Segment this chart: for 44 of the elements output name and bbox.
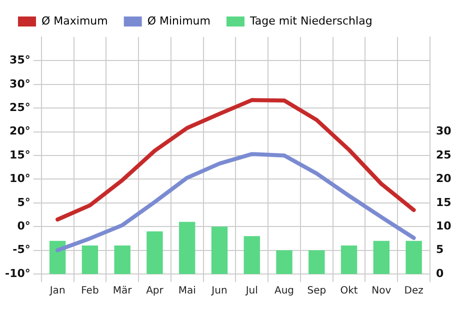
y2-tick-label: 30 xyxy=(436,124,452,138)
y-tick-label: 10° xyxy=(10,172,30,186)
y-tick-label: 35° xyxy=(10,54,30,67)
y2-tick-label: 15 xyxy=(436,196,452,209)
x-tick-label: Okt xyxy=(340,286,358,297)
legend-label: Tage mit Niederschlag xyxy=(248,14,372,28)
y-tick-label: 0° xyxy=(17,219,30,232)
bar xyxy=(308,250,325,274)
y2-tick-label: 10 xyxy=(436,219,452,232)
x-tick-label: Apr xyxy=(146,286,164,297)
x-tick-label: Feb xyxy=(81,286,99,297)
bar xyxy=(373,240,390,274)
bar xyxy=(179,222,196,274)
legend-label: Ø Minimum xyxy=(147,14,210,28)
y-tick-label: 25° xyxy=(10,100,30,114)
x-tick-label: Sep xyxy=(307,286,326,297)
x-tick-label: Jan xyxy=(48,286,66,297)
bar xyxy=(244,236,260,274)
bar xyxy=(114,246,130,274)
y2-tick-label: 20 xyxy=(436,172,452,186)
y-tick-label: 30° xyxy=(10,77,30,90)
y-tick-label: -10° xyxy=(5,266,30,280)
y2-tick-label: 25 xyxy=(436,148,452,162)
bar xyxy=(211,226,228,274)
x-tick-label: Dez xyxy=(404,286,424,297)
bar xyxy=(146,231,163,274)
y2-tick-label: 5 xyxy=(436,243,444,256)
y-tick-label: 15° xyxy=(10,148,30,162)
x-tick-label: Jun xyxy=(210,286,228,297)
x-tick-label: Mai xyxy=(178,286,196,297)
y-tick-label: -5° xyxy=(12,243,30,256)
legend-label: Ø Maximum xyxy=(42,14,108,28)
x-tick-label: Aug xyxy=(274,286,294,297)
bar xyxy=(82,246,98,274)
bar xyxy=(340,246,358,274)
x-tick-label: Jul xyxy=(244,286,258,297)
bar xyxy=(406,240,422,274)
bar xyxy=(49,240,66,274)
y-tick-label: 20° xyxy=(10,124,30,138)
y-tick-label: 5° xyxy=(17,196,30,209)
x-tick-label: Nov xyxy=(372,286,392,297)
x-tick-label: Mär xyxy=(112,286,133,297)
y2-tick-label: 0 xyxy=(436,266,444,280)
bar xyxy=(276,250,292,274)
